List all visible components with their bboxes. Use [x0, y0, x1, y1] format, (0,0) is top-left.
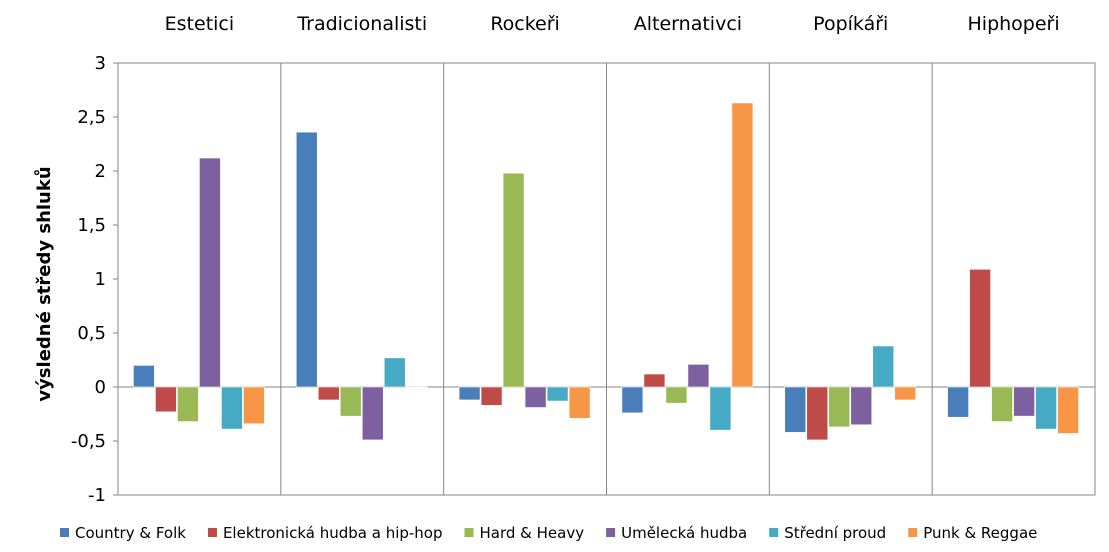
- bar: [828, 386, 851, 428]
- plot-frame: [117, 62, 1096, 496]
- bar: [621, 386, 644, 414]
- y-tick-label: 2: [95, 161, 106, 182]
- y-tick-label: 2,5: [77, 107, 106, 128]
- category-label: Estetici: [165, 13, 235, 35]
- bar: [687, 364, 710, 388]
- bar: [317, 386, 340, 401]
- legend-swatch: [769, 528, 779, 537]
- bar: [339, 386, 362, 417]
- bar: [405, 386, 428, 388]
- y-tick-label: -0,5: [71, 431, 106, 452]
- legend-label: Umělecká hudba: [621, 524, 747, 542]
- legend-label: Country & Folk: [75, 524, 186, 542]
- bar: [458, 386, 481, 401]
- y-tick-label: -1: [88, 485, 106, 506]
- legend-label: Střední proud: [784, 524, 886, 542]
- y-tick-label: 0: [95, 377, 106, 398]
- category-label: Tradicionalisti: [296, 13, 427, 35]
- legend: Country & Folk Elektronická hudba a hip-h…: [60, 524, 1037, 542]
- bar: [133, 365, 155, 388]
- bar: [643, 373, 666, 388]
- bar: [502, 172, 525, 388]
- bar: [731, 102, 754, 388]
- bar: [524, 386, 547, 408]
- legend-swatch: [207, 528, 217, 537]
- bar: [568, 386, 591, 419]
- bar: [199, 157, 221, 388]
- bar: [295, 131, 318, 388]
- bar: [383, 357, 406, 388]
- bar: [969, 268, 991, 388]
- bar: [243, 386, 265, 425]
- category-label: Popíkáři: [813, 13, 888, 35]
- legend-swatch: [464, 528, 474, 537]
- bar: [480, 386, 503, 406]
- bar: [221, 386, 243, 430]
- bar: [991, 386, 1013, 422]
- y-axis-title: výsledné středy shluků: [33, 166, 55, 401]
- bars: [133, 102, 1079, 441]
- y-tick-label: 1: [95, 269, 106, 290]
- category-labels: Estetici Tradicionalisti Rockeři Alternativ…: [165, 13, 1060, 35]
- bar: [850, 386, 873, 426]
- bar: [806, 386, 829, 441]
- y-axis-ticks: 3 2,5 2 1,5 1 0,5 0 -0,5 -1: [71, 53, 118, 506]
- bar: [1013, 386, 1035, 417]
- category-label: Alternativci: [634, 13, 742, 35]
- bar: [784, 386, 807, 433]
- legend-swatch: [60, 528, 69, 537]
- bar: [155, 386, 177, 413]
- bar: [361, 386, 384, 441]
- legend-swatch: [606, 528, 616, 537]
- y-tick-label: 1,5: [77, 215, 106, 236]
- bar: [1035, 386, 1057, 430]
- bar: [177, 386, 199, 422]
- bar: [665, 386, 688, 404]
- bar: [947, 386, 969, 418]
- bar: [1057, 386, 1079, 434]
- bar: [709, 386, 732, 431]
- y-tick-label: 0,5: [77, 323, 106, 344]
- legend-label: Hard & Heavy: [480, 524, 585, 542]
- bar: [894, 386, 917, 401]
- category-label: Rockeři: [490, 13, 560, 35]
- category-label: Hiphopeři: [968, 13, 1060, 35]
- y-tick-label: 3: [95, 53, 106, 74]
- legend-label: Punk & Reggae: [923, 524, 1037, 542]
- legend-label: Elektronická hudba a hip-hop: [223, 524, 443, 542]
- legend-swatch: [908, 528, 918, 537]
- bar: [872, 345, 895, 388]
- bar: [546, 386, 569, 402]
